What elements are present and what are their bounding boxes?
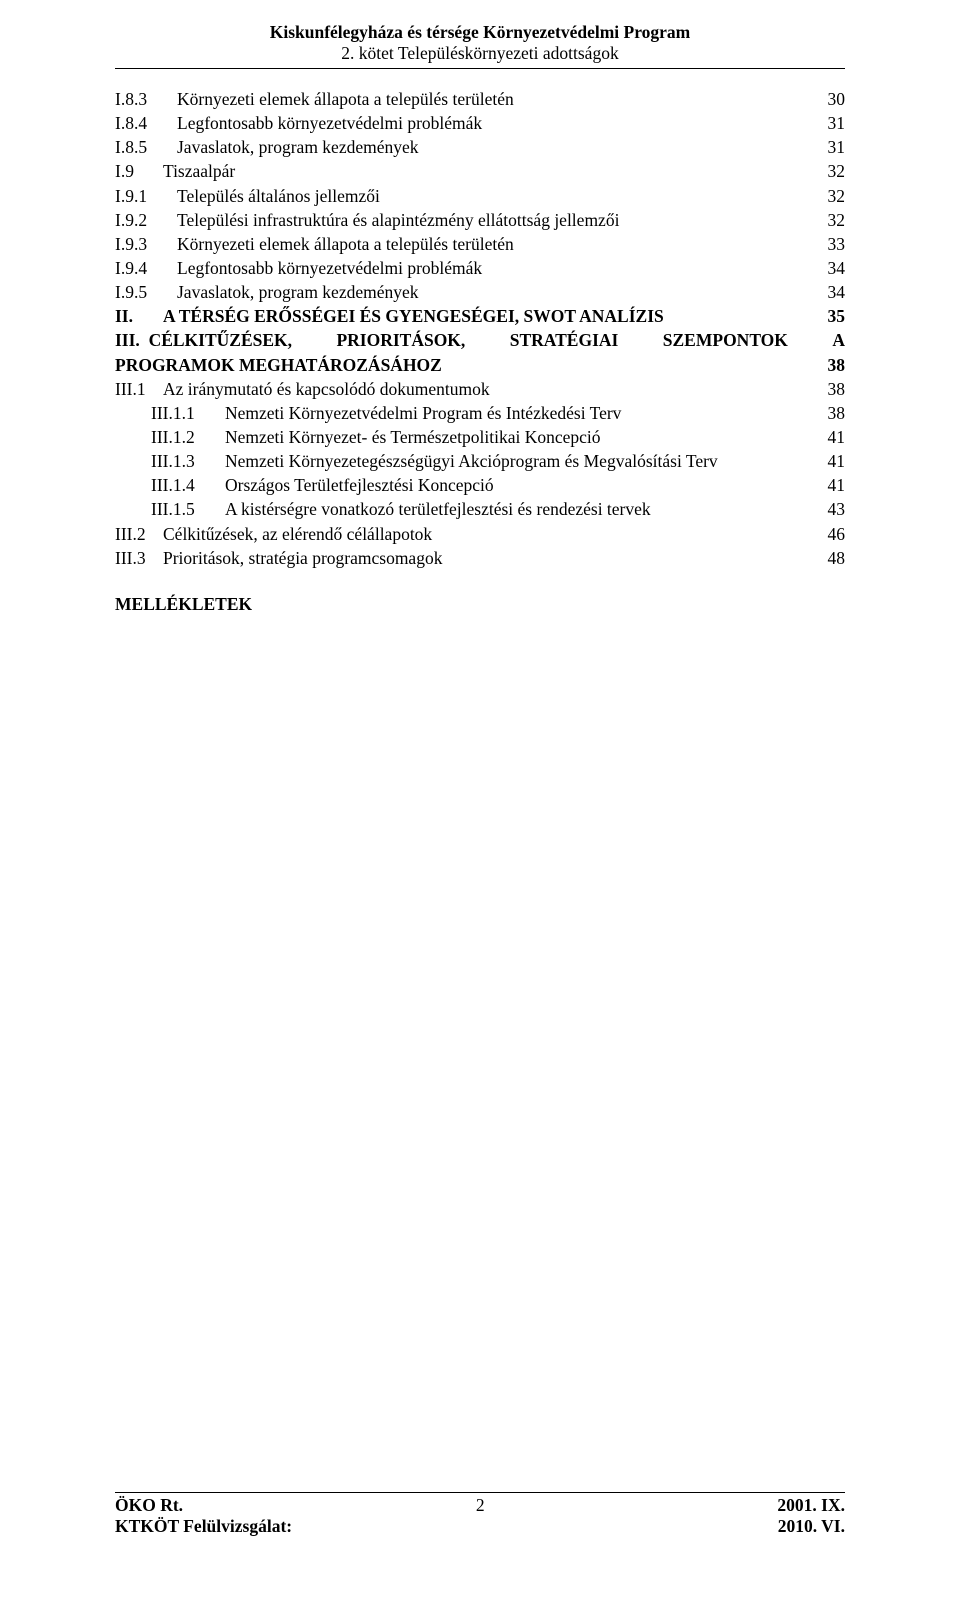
toc-label: Települési infrastruktúra és alapintézmé… — [177, 208, 623, 232]
toc-section-iii-line1: III. CÉLKITŰZÉSEK, PRIORITÁSOK, STRATÉGI… — [115, 328, 845, 352]
toc-page: 38 — [824, 377, 846, 401]
toc-num: I.9.3 — [115, 232, 177, 256]
toc-entry: I.9.1Település általános jellemzői 32 — [115, 184, 845, 208]
toc-page: 41 — [824, 449, 846, 473]
header-subtitle: 2. kötet Településkörnyezeti adottságok — [115, 43, 845, 64]
toc-label: A kistérségre vonatkozó területfejleszté… — [225, 497, 655, 521]
toc-page: 43 — [824, 497, 846, 521]
toc-entry: I.9.5Javaslatok, program kezdemények 34 — [115, 280, 845, 304]
toc-page: 38 — [824, 353, 846, 377]
toc-page: 30 — [824, 87, 846, 111]
toc-label: Település általános jellemzői — [177, 184, 384, 208]
toc-num: III.2 — [115, 522, 163, 546]
toc-num: I.8.4 — [115, 111, 177, 135]
toc-num: III. CÉLKITŰZÉSEK, — [115, 328, 292, 352]
toc-entry: I.8.5Javaslatok, program kezdemények 31 — [115, 135, 845, 159]
toc-label: Legfontosabb környezetvédelmi problémák — [177, 256, 486, 280]
header-title: Kiskunfélegyháza és térsége Környezetvéd… — [115, 22, 845, 43]
toc-page: 32 — [824, 159, 846, 183]
toc-label: A TÉRSÉG ERŐSSÉGEI ÉS GYENGESÉGEI, SWOT … — [163, 304, 668, 328]
toc-label: Prioritások, stratégia programcsomagok — [163, 546, 446, 570]
toc-num: I.9.4 — [115, 256, 177, 280]
toc-num: III.1 — [115, 377, 163, 401]
page-header: Kiskunfélegyháza és térsége Környezetvéd… — [115, 0, 845, 69]
toc-entry: III.1.2Nemzeti Környezet- és Természetpo… — [115, 425, 845, 449]
toc-entry: II.A TÉRSÉG ERŐSSÉGEI ÉS GYENGESÉGEI, SW… — [115, 304, 845, 328]
toc-label: Nemzeti Környezetegészségügyi Akcióprogr… — [225, 449, 722, 473]
toc-page: 31 — [824, 111, 846, 135]
toc-num: I.8.3 — [115, 87, 177, 111]
toc-page: 41 — [824, 473, 846, 497]
toc-label: Legfontosabb környezetvédelmi problémák — [177, 111, 486, 135]
toc-entry: I.9.4Legfontosabb környezetvédelmi probl… — [115, 256, 845, 280]
toc-page: 34 — [824, 280, 846, 304]
toc-entry: III.1.5A kistérségre vonatkozó területfe… — [115, 497, 845, 521]
toc-label: Javaslatok, program kezdemények — [177, 135, 423, 159]
toc-section-iii: III. CÉLKITŰZÉSEK, PRIORITÁSOK, STRATÉGI… — [115, 328, 845, 376]
footer-left-1: ÖKO Rt. — [115, 1495, 183, 1516]
toc-page: 41 — [824, 425, 846, 449]
toc-num: III.1.4 — [151, 473, 225, 497]
toc-entry: III.1.4Országos Területfejlesztési Konce… — [115, 473, 845, 497]
toc-page: 48 — [824, 546, 846, 570]
footer-right-2: 2010. VI. — [778, 1516, 845, 1537]
toc-label: Környezeti elemek állapota a település t… — [177, 232, 518, 256]
toc-label: Nemzeti Környezetvédelmi Program és Inté… — [225, 401, 625, 425]
toc-num: III.3 — [115, 546, 163, 570]
toc-entry: I.8.4Legfontosabb környezetvédelmi probl… — [115, 111, 845, 135]
toc-page: 34 — [824, 256, 846, 280]
toc-content: I.8.3Környezeti elemek állapota a telepü… — [115, 69, 845, 616]
toc-label: Országos Területfejlesztési Koncepció — [225, 473, 498, 497]
toc-label: Környezeti elemek állapota a település t… — [177, 87, 518, 111]
toc-page: 33 — [824, 232, 846, 256]
toc-page: 31 — [824, 135, 846, 159]
toc-entry: III.1.3Nemzeti Környezetegészségügyi Akc… — [115, 449, 845, 473]
footer-left-2: KTKÖT Felülvizsgálat: — [115, 1516, 292, 1537]
page-footer: ÖKO Rt. 2 2001. IX. KTKÖT Felülvizsgálat… — [115, 1492, 845, 1537]
toc-num: I.9.2 — [115, 208, 177, 232]
toc-page: 32 — [824, 184, 846, 208]
toc-num: III.1.1 — [151, 401, 225, 425]
toc-num: III.1.3 — [151, 449, 225, 473]
toc-label: Javaslatok, program kezdemények — [177, 280, 423, 304]
toc-label: Nemzeti Környezet- és Természetpolitikai… — [225, 425, 605, 449]
footer-right-1: 2001. IX. — [777, 1495, 845, 1516]
toc-num: III.1.2 — [151, 425, 225, 449]
toc-page: 46 — [824, 522, 846, 546]
appendix-heading: MELLÉKLETEK — [115, 592, 845, 616]
toc-entry: I.9Tiszaalpár 32 — [115, 159, 845, 183]
toc-num: II. — [115, 304, 163, 328]
toc-num: III.1.5 — [151, 497, 225, 521]
toc-num: I.9.1 — [115, 184, 177, 208]
toc-entry: I.9.2Települési infrastruktúra és alapin… — [115, 208, 845, 232]
toc-entry: III.2Célkitűzések, az elérendő célállapo… — [115, 522, 845, 546]
toc-entry: III.1Az iránymutató és kapcsolódó dokume… — [115, 377, 845, 401]
toc-entry: I.9.3Környezeti elemek állapota a telepü… — [115, 232, 845, 256]
toc-num: I.9.5 — [115, 280, 177, 304]
toc-entry: I.8.3Környezeti elemek állapota a telepü… — [115, 87, 845, 111]
toc-page: 35 — [824, 304, 846, 328]
toc-num: I.9 — [115, 159, 163, 183]
toc-page: 32 — [824, 208, 846, 232]
toc-label: Tiszaalpár — [163, 159, 239, 183]
toc-page: 38 — [824, 401, 846, 425]
toc-label: Célkitűzések, az elérendő célállapotok — [163, 522, 436, 546]
toc-entry: III.1.1Nemzeti Környezetvédelmi Program … — [115, 401, 845, 425]
footer-page-number: 2 — [476, 1495, 485, 1516]
toc-num: I.8.5 — [115, 135, 177, 159]
toc-entry: III.3Prioritások, stratégia programcsoma… — [115, 546, 845, 570]
toc-label: Az iránymutató és kapcsolódó dokumentumo… — [163, 377, 494, 401]
toc-section-iii-line2: PROGRAMOK MEGHATÁROZÁSÁHOZ 38 — [115, 353, 845, 377]
